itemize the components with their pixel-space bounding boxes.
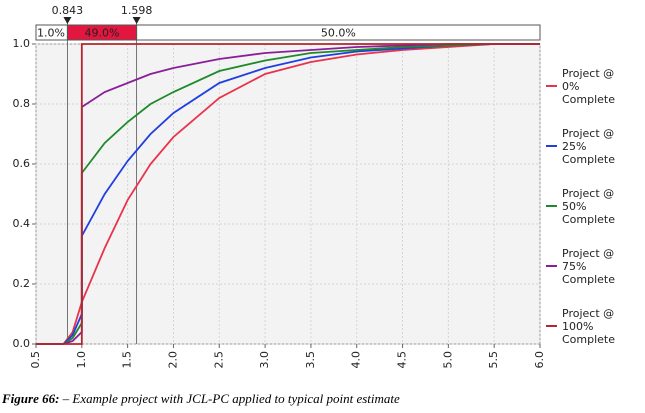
x-tick-label: 1.0 [75, 351, 88, 369]
legend-item: Project @ 50% Complete [546, 176, 642, 236]
caption: Figure 66: – Example project with JCL-PC… [2, 391, 400, 407]
series-line [36, 43, 540, 345]
y-tick-label: 0.2 [13, 277, 31, 290]
cut-marker [132, 17, 141, 24]
x-tick-label: 1.5 [121, 351, 134, 369]
legend-item: Project @ 75% Complete [546, 236, 642, 296]
legend: Project @ 0% Complete Project @ 25% Compl… [546, 56, 642, 356]
band-label: 50.0% [321, 27, 356, 40]
chart: 0.0 0.2 0.4 0.6 0.8 1.0 0.5 1.0 1.5 2.0 2.5 3.0 3.5 4… [13, 4, 547, 369]
x-tick-label: 4.0 [350, 351, 363, 369]
legend-label: Project @ 50% Complete [562, 186, 616, 226]
series-line [36, 43, 540, 345]
band-label: 49.0% [85, 27, 120, 40]
legend-item: Project @ 25% Complete [546, 116, 642, 176]
legend-item: Project @ 100% Complete [546, 296, 642, 356]
legend-swatch [546, 85, 557, 87]
legend-label: Project @ 100% Complete [562, 306, 616, 346]
x-tick-label: 2.5 [212, 351, 225, 369]
cut-label: 1.598 [121, 4, 153, 17]
x-tick-label: 4.5 [396, 351, 409, 369]
series-line [36, 43, 540, 345]
legend-item: Project @ 0% Complete [546, 56, 642, 116]
legend-label: Project @ 75% Complete [562, 246, 616, 286]
cut-label: 0.843 [52, 4, 84, 17]
band-label: 1.0% [37, 27, 65, 40]
cut-marker [63, 17, 72, 24]
y-tick-label: 0.6 [13, 157, 31, 170]
y-tick-label: 0.4 [13, 217, 31, 230]
legend-label: Project @ 0% Complete [562, 66, 616, 106]
legend-swatch [546, 265, 557, 267]
plot-area [35, 43, 541, 345]
x-tick-label: 2.0 [166, 351, 179, 369]
series-line [36, 43, 540, 345]
caption-label: Figure 66: [2, 391, 60, 406]
y-tick-label: 1.0 [13, 37, 31, 50]
y-tick-label: 0.0 [13, 337, 31, 350]
y-tick-label: 0.8 [13, 97, 31, 110]
x-tick-label: 5.0 [441, 351, 454, 369]
x-tick-label: 0.5 [29, 351, 42, 369]
x-tick-label: 5.5 [487, 351, 500, 369]
legend-swatch [546, 205, 557, 207]
caption-text: – Example project with JCL-PC applied to… [62, 391, 400, 406]
x-tick-label: 3.0 [258, 351, 271, 369]
legend-swatch [546, 145, 557, 147]
x-tick-label: 6.0 [533, 351, 546, 369]
legend-swatch [546, 325, 557, 327]
legend-label: Project @ 25% Complete [562, 126, 616, 166]
series-line [36, 43, 540, 345]
x-tick-label: 3.5 [304, 351, 317, 369]
